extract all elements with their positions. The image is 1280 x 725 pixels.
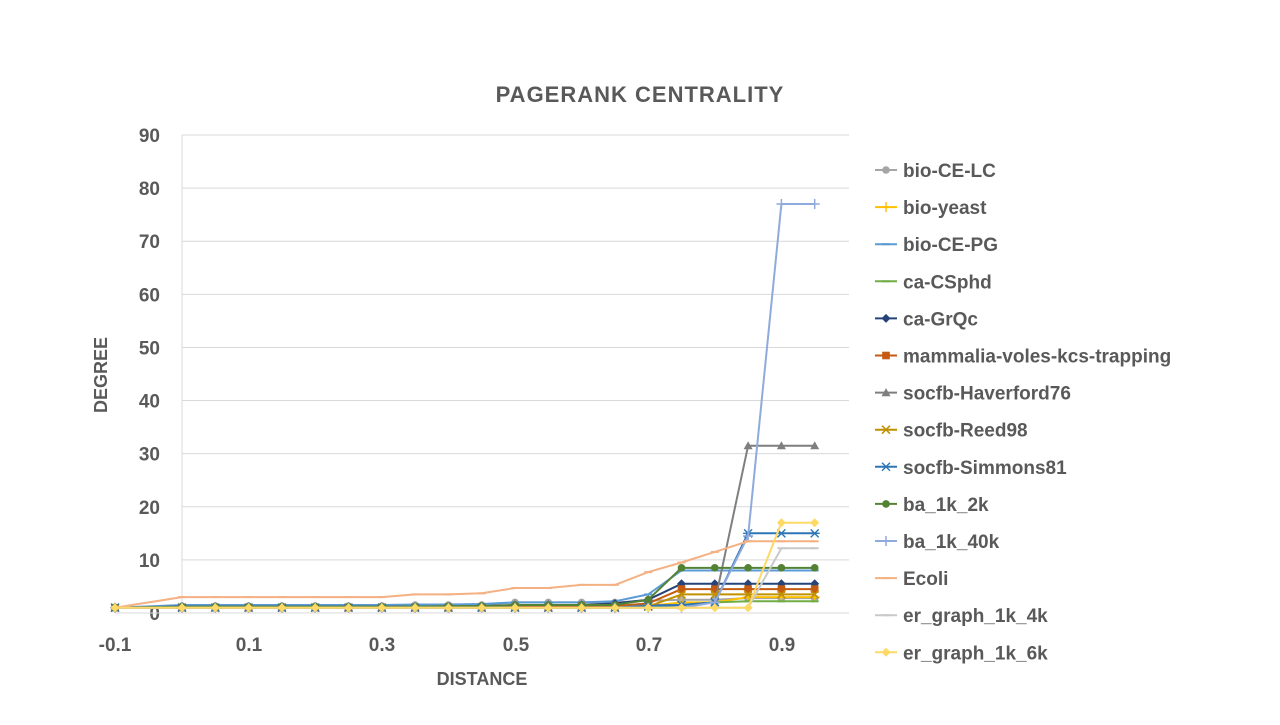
legend-swatch-marker [881, 388, 891, 397]
chart-title: PAGERANK CENTRALITY [495, 82, 785, 107]
data-point [210, 603, 220, 613]
data-point [677, 564, 686, 572]
data-point [809, 199, 820, 210]
legend-swatch-marker [881, 462, 891, 472]
data-point [777, 564, 786, 572]
data-point [776, 589, 786, 599]
legend-swatch-marker [881, 313, 891, 323]
data-point [711, 585, 719, 593]
y-tick-label: 0 [149, 604, 160, 625]
x-tick-label: 0.1 [236, 635, 263, 656]
y-tick-label: 30 [139, 445, 160, 466]
y-axis-title: DEGREE [91, 337, 111, 413]
data-point [377, 603, 387, 613]
legend-label: ca-CSphd [903, 272, 992, 293]
data-point [743, 530, 754, 541]
data-point [743, 589, 753, 599]
data-point [443, 603, 453, 613]
data-point [743, 441, 753, 450]
data-point [577, 603, 587, 613]
x-tick-label: -0.1 [99, 635, 132, 656]
data-point [743, 603, 753, 613]
x-axis-title: DISTANCE [437, 669, 528, 689]
data-point [310, 603, 320, 613]
data-point [643, 603, 653, 613]
data-point [711, 564, 719, 572]
data-point [543, 603, 553, 613]
data-point [776, 441, 786, 450]
data-point [510, 603, 520, 613]
data-point [277, 603, 287, 613]
y-tick-label: 80 [139, 179, 160, 200]
data-point [110, 603, 120, 613]
data-point [710, 603, 720, 613]
y-tick-label: 60 [139, 285, 160, 306]
y-tick-label: 40 [139, 392, 160, 413]
data-point [244, 603, 254, 613]
legend-swatch-marker [881, 202, 891, 213]
legend-swatch-marker [881, 647, 891, 657]
x-tick-label: 0.7 [636, 635, 662, 656]
legend-swatch-marker [881, 425, 891, 435]
legend-label: er_graph_1k_6k [903, 643, 1048, 664]
y-tick-label: 50 [139, 338, 160, 359]
x-tick-label: 0.3 [369, 635, 395, 656]
y-tick-label: 20 [139, 498, 160, 519]
x-tick-label: 0.9 [769, 635, 795, 656]
legend-label: Ecoli [903, 569, 948, 590]
data-point [677, 585, 686, 593]
legend-label: socfb-Haverford76 [903, 384, 1071, 405]
legend-label: bio-yeast [903, 198, 987, 219]
data-point [644, 595, 652, 604]
data-point [410, 603, 420, 613]
y-tick-label: 70 [139, 232, 160, 253]
data-point [477, 603, 487, 613]
legend-label: ca-GrQc [903, 309, 978, 330]
y-tick-label: 90 [139, 126, 160, 147]
data-point [677, 603, 686, 613]
legend-swatch-marker [882, 500, 890, 508]
data-point [610, 603, 620, 613]
data-point [810, 589, 820, 599]
data-point [776, 518, 786, 528]
data-point [809, 528, 820, 538]
legend-label: socfb-Reed98 [903, 421, 1028, 442]
data-point [810, 518, 820, 528]
legend-label: bio-CE-PG [903, 235, 998, 256]
legend-label: socfb-Simmons81 [903, 458, 1067, 479]
data-point [177, 603, 187, 613]
legend-label: er_graph_1k_4k [903, 606, 1048, 627]
data-point [810, 441, 820, 450]
legend-label: ba_1k_2k [903, 495, 989, 516]
data-point [344, 603, 353, 613]
data-point [810, 585, 819, 593]
data-point [776, 199, 787, 210]
data-point [744, 585, 752, 593]
data-point [777, 585, 786, 593]
legend-label: bio-CE-LC [903, 161, 996, 182]
data-point [676, 589, 687, 599]
x-tick-label: 0.5 [503, 635, 530, 656]
data-point [810, 564, 819, 572]
legend-label: ba_1k_40k [903, 532, 1000, 553]
legend-swatch-marker [881, 536, 891, 546]
y-tick-label: 10 [139, 551, 160, 572]
data-point [744, 564, 752, 572]
series-line [115, 203, 815, 609]
legend-swatch-marker [882, 351, 890, 360]
legend-label: mammalia-voles-kcs-trapping [903, 347, 1171, 368]
legend-swatch-marker [882, 166, 890, 174]
series-line [114, 540, 815, 609]
